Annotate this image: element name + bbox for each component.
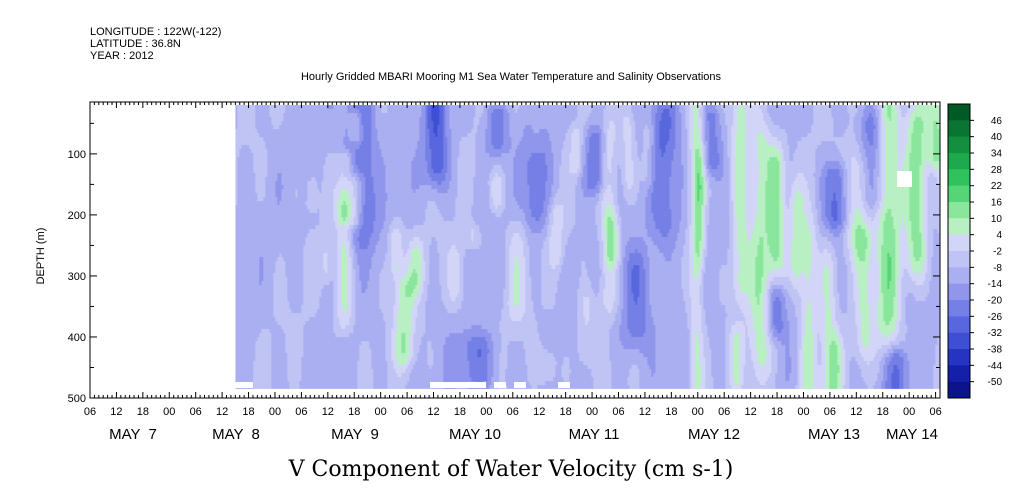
velocity-heatmap-chart: 10020030040050006 12 18 00 06 12 18 00 06 12 18 00 0… xyxy=(0,0,1009,504)
heatmap-field xyxy=(235,105,941,389)
